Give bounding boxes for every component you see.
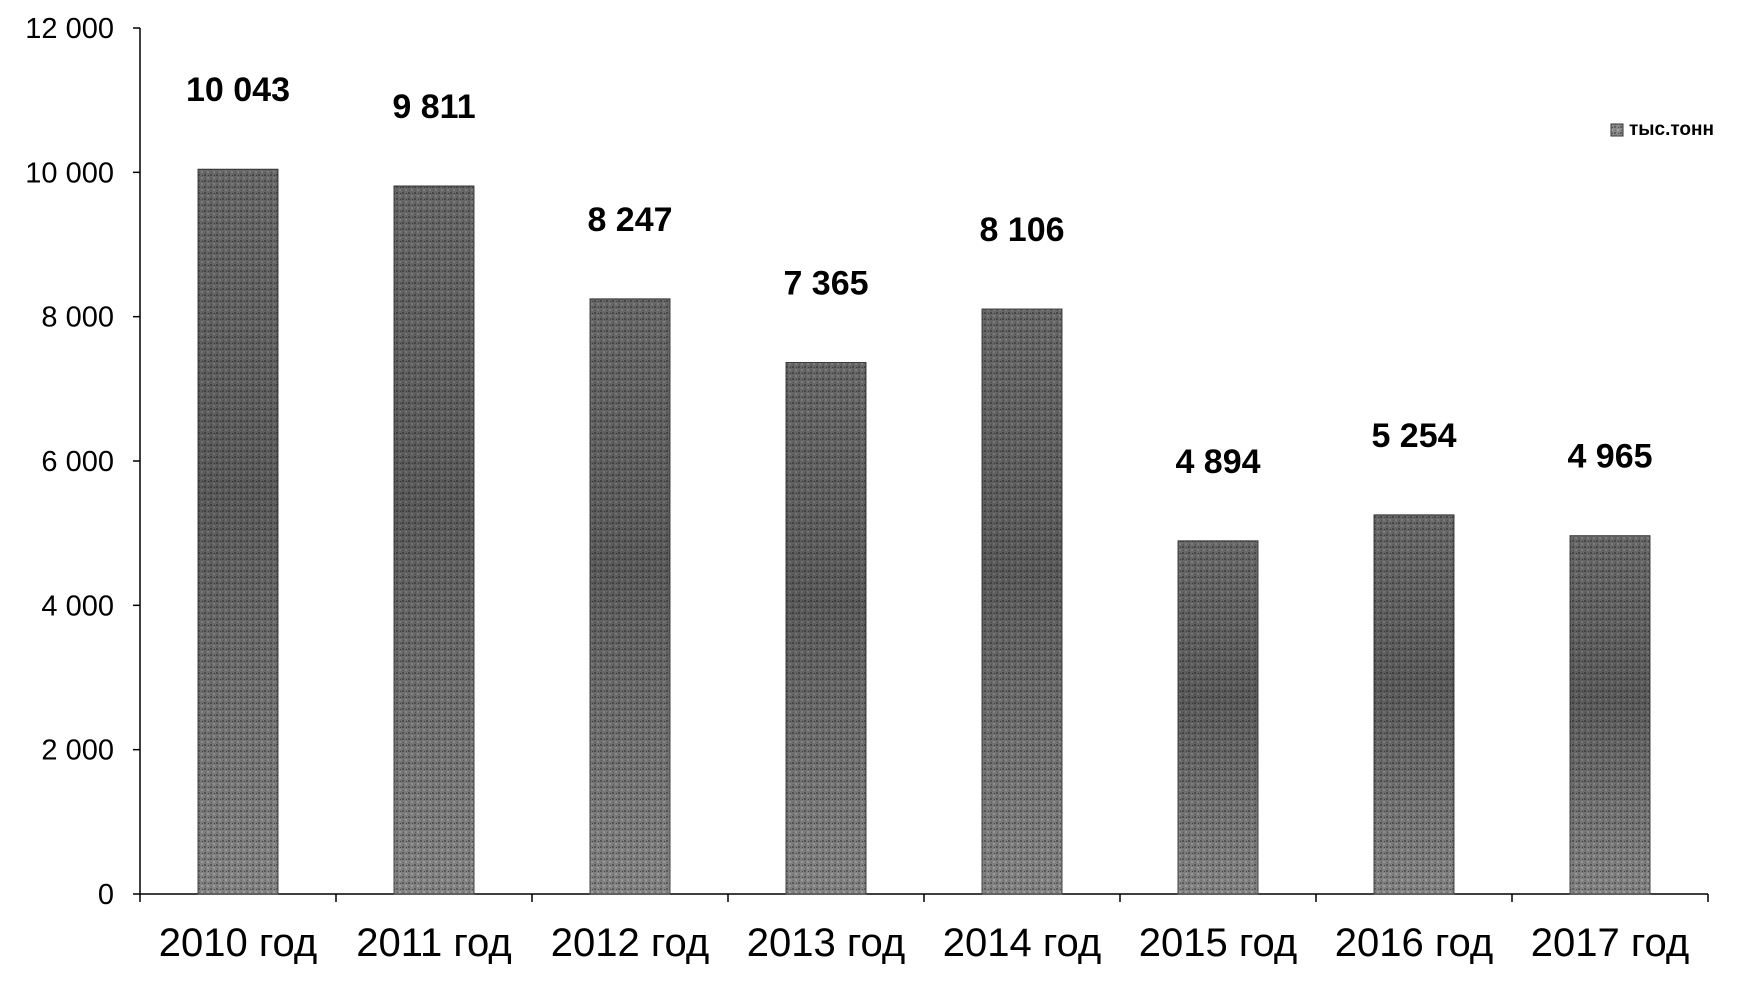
y-tick-label: 4 000 [41,590,114,622]
bar-shade [1178,540,1258,894]
data-label: 9 811 [392,88,475,126]
data-labels: 10 043 9 811 8 247 7 365 8 106 4 894 5 254 4 96… [186,71,1653,481]
data-label: 4 894 [1175,443,1260,481]
bar [393,185,475,895]
bar-shade [590,298,670,894]
bar [1373,514,1455,895]
data-label: 10 043 [186,71,290,109]
x-tick-label: 2014 год [943,921,1102,965]
x-tick-label: 2012 год [551,921,710,965]
legend-label: тыс.тонн [1629,119,1714,140]
bar-shade [198,169,278,894]
bars [197,168,1651,895]
data-label: 5 254 [1371,417,1456,455]
y-tick-label: 12 000 [25,13,114,45]
y-tick-label: 10 000 [25,157,114,189]
bar-shade [1374,514,1454,894]
x-tick-label: 2016 год [1335,921,1494,965]
x-tick-label: 2017 год [1531,921,1690,965]
x-tick-label: 2011 год [356,921,512,965]
data-label: 8 106 [979,211,1064,249]
bar-shade [786,362,866,894]
y-tick-label: 8 000 [41,302,114,334]
y-tick-label: 0 [98,879,114,911]
legend-swatch [1610,123,1624,137]
bar [981,308,1063,895]
data-label: 4 965 [1567,438,1652,476]
x-tick-label: 2015 год [1139,921,1298,965]
axes: 0 2 000 4 000 6 000 8 000 10 000 12 000 2010 го… [25,13,1709,965]
x-tick-label: 2010 год [159,921,318,965]
bar-shade [982,309,1062,895]
x-tick-label: 2013 год [747,921,906,965]
data-label: 7 365 [783,264,868,302]
data-label: 8 247 [587,201,672,239]
y-tick-label: 2 000 [41,735,114,767]
bar [197,168,279,895]
bar [589,298,671,895]
bar [1177,540,1259,895]
bar-shade [1570,535,1650,894]
bar [785,361,867,895]
y-tick-label: 6 000 [41,446,114,478]
bar [1569,535,1651,895]
bar-shade [394,185,474,894]
legend: тыс.тонн [1610,119,1714,140]
